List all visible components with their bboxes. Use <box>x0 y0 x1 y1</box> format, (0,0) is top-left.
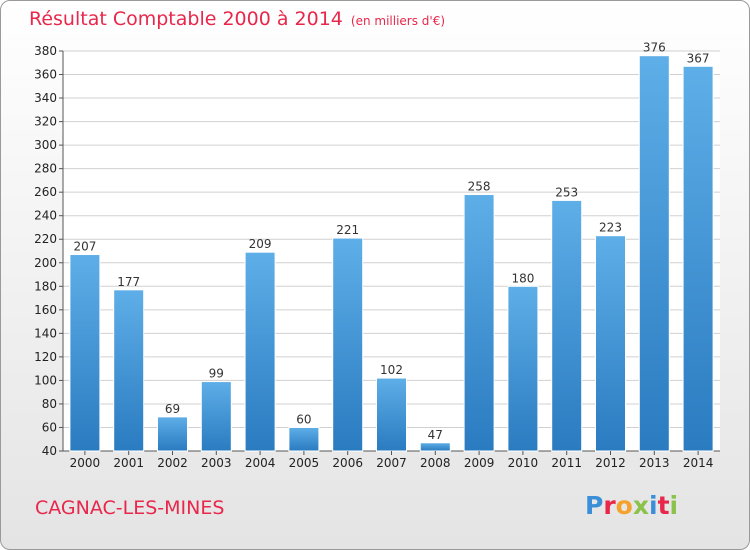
x-tick-label: 2001 <box>113 456 144 470</box>
bar-value-label: 99 <box>209 367 224 381</box>
bar-value-label: 367 <box>687 51 710 65</box>
x-tick-label: 2008 <box>420 456 451 470</box>
x-tick-label: 2000 <box>70 456 101 470</box>
bar <box>200 381 232 452</box>
bar-value-label: 60 <box>296 412 311 426</box>
x-tick-label: 2009 <box>464 456 495 470</box>
logo-letter: o <box>615 491 633 520</box>
logo-letter: i <box>649 491 658 520</box>
y-tick-label: 80 <box>42 397 57 411</box>
y-tick-label: 280 <box>34 162 57 176</box>
logo-letter: P <box>585 491 604 520</box>
y-tick-label: 380 <box>34 44 57 58</box>
bar <box>463 194 495 452</box>
bar <box>507 285 539 452</box>
bar-value-label: 223 <box>599 221 622 235</box>
bar-value-label: 207 <box>73 240 96 254</box>
chart-title: Résultat Comptable 2000 à 2014 (en millie… <box>29 8 445 30</box>
logo-letter: r <box>603 491 616 520</box>
city-name: CAGNAC-LES-MINES <box>35 497 225 519</box>
x-tick-label: 2011 <box>551 456 582 470</box>
bar <box>244 251 276 452</box>
bar <box>69 254 101 452</box>
bar-value-label: 209 <box>249 237 272 251</box>
bar <box>419 442 451 452</box>
y-tick-label: 40 <box>42 444 57 458</box>
bar-value-label: 253 <box>555 185 578 199</box>
x-tick-label: 2010 <box>508 456 539 470</box>
x-tick-label: 2013 <box>639 456 670 470</box>
bar <box>288 426 320 452</box>
bar-value-label: 258 <box>468 180 491 194</box>
logo-letter: i <box>669 491 679 520</box>
bar <box>551 199 583 452</box>
bar-value-label: 221 <box>336 223 359 237</box>
y-tick-label: 60 <box>42 420 57 434</box>
x-tick-label: 2007 <box>376 456 407 470</box>
y-tick-label: 220 <box>34 232 57 246</box>
logo-letter: x <box>632 491 649 520</box>
bar <box>332 237 364 452</box>
bar <box>638 55 670 452</box>
proxiti-logo: Proxiti <box>585 491 678 520</box>
y-tick-label: 320 <box>34 115 57 129</box>
x-tick-label: 2012 <box>595 456 626 470</box>
x-tick-label: 2014 <box>683 456 714 470</box>
bar-value-label: 177 <box>117 275 140 289</box>
y-tick-label: 360 <box>34 68 57 82</box>
y-tick-label: 180 <box>34 279 57 293</box>
x-tick-label: 2006 <box>332 456 363 470</box>
bar <box>157 416 188 452</box>
bar-value-label: 376 <box>643 41 666 55</box>
bar <box>682 65 714 452</box>
bar <box>113 289 145 452</box>
y-tick-label: 140 <box>34 326 57 340</box>
y-tick-label: 300 <box>34 138 57 152</box>
bar-value-label: 102 <box>380 363 403 377</box>
chart-title-main: Résultat Comptable 2000 à 2014 <box>29 8 343 30</box>
logo-letter: t <box>657 491 670 520</box>
bar-value-label: 69 <box>165 402 180 416</box>
bar <box>595 235 626 452</box>
bar <box>376 377 407 452</box>
y-tick-label: 160 <box>34 303 57 317</box>
x-tick-label: 2004 <box>245 456 276 470</box>
y-tick-label: 260 <box>34 185 57 199</box>
bar-value-label: 47 <box>428 428 443 442</box>
bar-value-label: 180 <box>511 271 534 285</box>
y-tick-label: 100 <box>34 373 57 387</box>
y-tick-label: 200 <box>34 256 57 270</box>
y-tick-label: 120 <box>34 350 57 364</box>
chart-subtitle: (en milliers d'€) <box>350 14 446 28</box>
x-tick-label: 2002 <box>157 456 188 470</box>
y-tick-label: 340 <box>34 91 57 105</box>
x-tick-label: 2003 <box>201 456 232 470</box>
y-tick-label: 240 <box>34 209 57 223</box>
x-tick-label: 2005 <box>289 456 320 470</box>
